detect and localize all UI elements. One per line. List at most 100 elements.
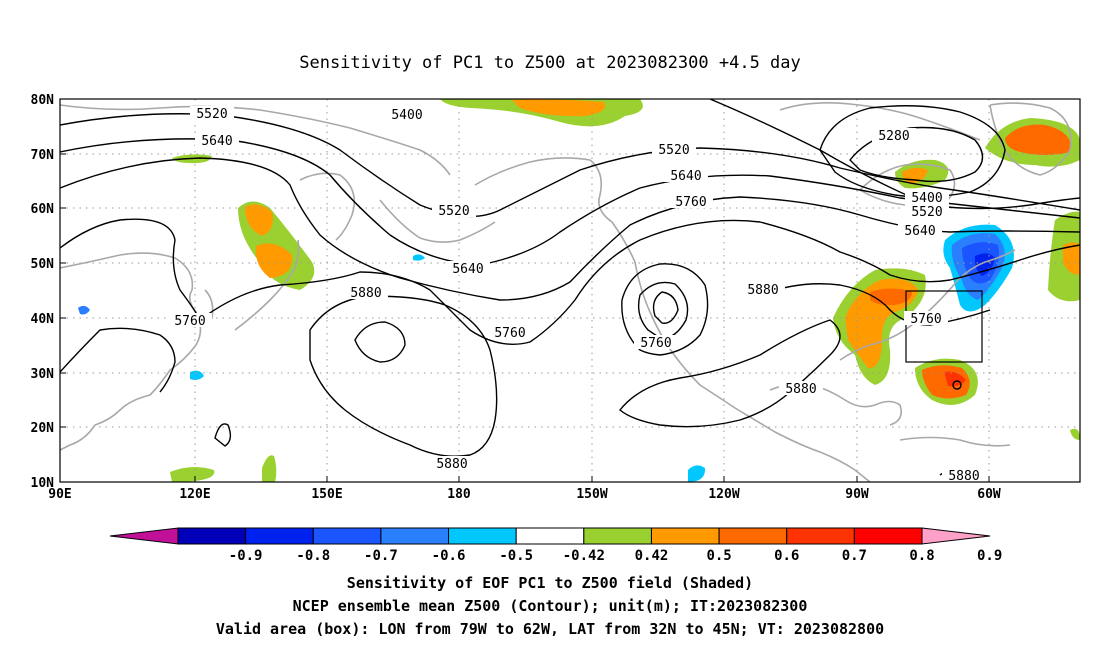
caption-line-3: Valid area (box): LON from 79W to 62W, L… bbox=[216, 620, 884, 638]
contour-label: 5760 bbox=[494, 326, 525, 341]
lon-axis-labels: 90E 120E 150E 180 150W 120W 90W 60W bbox=[48, 487, 1001, 502]
contour-label: 5760 bbox=[675, 195, 706, 210]
caption: Sensitivity of EOF PC1 to Z500 field (Sh… bbox=[216, 574, 884, 638]
coast-alaska bbox=[474, 157, 613, 223]
colorbar-tick-label: -0.8 bbox=[296, 548, 330, 564]
coast-siberia bbox=[60, 104, 451, 176]
colorbar-segment bbox=[177, 527, 247, 545]
lon-label: 120E bbox=[179, 487, 210, 502]
colorbar-segment bbox=[245, 527, 314, 545]
contour-label: 5880 bbox=[785, 382, 816, 397]
colorbar-max-arrow bbox=[921, 527, 991, 545]
contour-label: 5760 bbox=[174, 314, 205, 329]
coast-arctic-islands bbox=[779, 102, 981, 141]
colorbar-min-arrow bbox=[109, 527, 179, 545]
colorbar-segment bbox=[786, 527, 855, 545]
coast-greenland bbox=[989, 102, 1072, 176]
colorbar-segment bbox=[718, 527, 788, 545]
figure-title: Sensitivity of PC1 to Z500 at 2023082300… bbox=[299, 53, 801, 73]
lat-label: 40N bbox=[31, 312, 55, 327]
colorbar-segment bbox=[312, 527, 382, 545]
sensitivity-shading bbox=[78, 99, 1080, 482]
lon-label: 120W bbox=[708, 487, 739, 502]
shade-negative-blue3 bbox=[974, 253, 995, 276]
shade-greenland-orange bbox=[1005, 124, 1071, 155]
coast-kamchatka bbox=[299, 172, 356, 241]
lat-label: 30N bbox=[31, 367, 55, 382]
contour-label: 5520 bbox=[911, 205, 942, 220]
shade-japan-orange-n bbox=[245, 204, 273, 236]
shade-small-cyan-3 bbox=[413, 254, 425, 261]
coast-asia bbox=[60, 252, 202, 451]
coast-na-east bbox=[839, 249, 1016, 361]
colorbar-tick-label: 0.8 bbox=[909, 548, 934, 564]
z500-contours bbox=[60, 99, 1080, 476]
contour-label: 5400 bbox=[911, 191, 942, 206]
shade-east-orange bbox=[1063, 242, 1080, 275]
lon-label: 60W bbox=[977, 487, 1001, 502]
colorbar-tick-label: 0.5 bbox=[706, 548, 731, 564]
colorbar-tick-label: -0.7 bbox=[364, 548, 398, 564]
colorbar-segment bbox=[448, 527, 517, 545]
contour-label: 5640 bbox=[201, 134, 232, 149]
colorbar-segment bbox=[650, 527, 720, 545]
colorbar-segment bbox=[380, 527, 450, 545]
coast-hudson bbox=[859, 163, 956, 208]
contour-label: 5880 bbox=[436, 457, 467, 472]
contour-label: 5520 bbox=[438, 204, 469, 219]
contour-label-group: 5520 5640 5400 5520 5640 5760 5280 5400 … bbox=[168, 106, 986, 484]
contour-label: 5880 bbox=[747, 283, 778, 298]
shade-arctic-orange bbox=[512, 99, 606, 117]
shade-small-cyan-4 bbox=[688, 465, 706, 482]
shade-small-green-3 bbox=[262, 455, 277, 482]
coast-aleutians bbox=[379, 199, 496, 243]
lat-label: 70N bbox=[31, 148, 55, 163]
colorbar-tick-label: -0.9 bbox=[229, 548, 263, 564]
coast-caribbean bbox=[899, 436, 1011, 447]
colorbar-tick-label: 0.7 bbox=[842, 548, 867, 564]
contour-label: 5400 bbox=[391, 108, 422, 123]
colorbar-segment bbox=[515, 527, 585, 545]
coast-na-west bbox=[611, 221, 871, 482]
shade-japan-orange-s bbox=[255, 243, 293, 278]
colorbar-tick-label: 0.42 bbox=[635, 548, 669, 564]
contour-label: 5640 bbox=[904, 224, 935, 239]
lat-label: 10N bbox=[31, 476, 55, 491]
lon-label: 150W bbox=[576, 487, 607, 502]
colorbar-segment bbox=[853, 527, 923, 545]
colorbar-tick-label: -0.6 bbox=[432, 548, 466, 564]
lat-label: 60N bbox=[31, 202, 55, 217]
caption-line-1: Sensitivity of EOF PC1 to Z500 field (Sh… bbox=[347, 574, 753, 592]
shade-small-cyan-1 bbox=[78, 305, 90, 315]
contour-label: 5760 bbox=[640, 336, 671, 351]
contour-label: 5760 bbox=[910, 312, 941, 327]
shade-small-green-5 bbox=[1070, 428, 1080, 440]
lon-label: 90W bbox=[845, 487, 869, 502]
colorbar-tick-label: 0.9 bbox=[977, 548, 1002, 564]
shade-small-green-2 bbox=[170, 466, 215, 482]
map-panel: 5520 5640 5400 5520 5640 5760 5280 5400 … bbox=[31, 93, 1081, 502]
shade-small-cyan-2 bbox=[190, 370, 204, 380]
contour-label: 5520 bbox=[658, 143, 689, 158]
lon-label: 150E bbox=[311, 487, 342, 502]
lat-label: 80N bbox=[31, 93, 55, 108]
map-frame bbox=[59, 98, 1081, 483]
contour-label: 5880 bbox=[350, 286, 381, 301]
lon-label: 180 bbox=[447, 487, 471, 502]
contour-label: 5520 bbox=[196, 107, 227, 122]
colorbar-segment bbox=[583, 527, 652, 545]
colorbar: -0.9 -0.8 -0.7 -0.6 -0.5 -0.42 0.42 0.5 0.6 0.7 0.… bbox=[109, 527, 1002, 564]
lat-axis-labels: 80N 70N 60N 50N 40N 30N 20N 10N bbox=[31, 93, 55, 491]
lat-lon-grid bbox=[60, 99, 1080, 482]
contour-label: 5640 bbox=[452, 262, 483, 277]
axis-ticks bbox=[59, 98, 990, 483]
lat-label: 20N bbox=[31, 421, 55, 436]
colorbar-tick-label: -0.42 bbox=[563, 548, 605, 564]
coastlines bbox=[60, 102, 1072, 482]
colorbar-tick-label: 0.6 bbox=[774, 548, 799, 564]
caption-line-2: NCEP ensemble mean Z500 (Contour); unit(… bbox=[293, 597, 808, 615]
lon-label: 90E bbox=[48, 487, 71, 502]
valid-area-box bbox=[905, 290, 983, 363]
contour-label: 5640 bbox=[670, 169, 701, 184]
